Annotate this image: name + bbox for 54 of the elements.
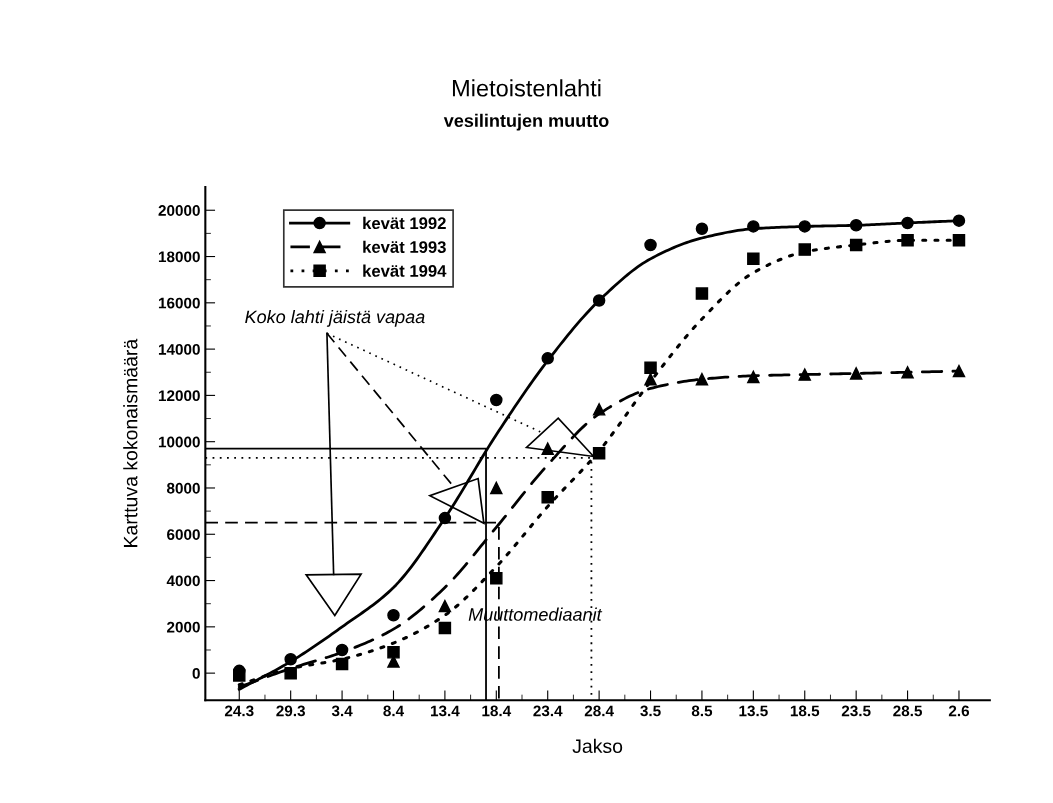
x-tick-label: 29.3 <box>276 705 305 717</box>
point <box>541 490 554 504</box>
y-tick-label: 14000 <box>158 343 200 355</box>
point <box>387 646 400 659</box>
point <box>438 599 452 613</box>
x-tick-label: 8.4 <box>383 705 405 717</box>
legend-label: kevät 1993 <box>363 240 446 253</box>
x-tick-label: 24.3 <box>224 705 254 717</box>
y-tick-label: 6000 <box>167 529 200 540</box>
x-tick-label: 28.4 <box>584 705 614 717</box>
point <box>798 243 812 256</box>
x-tick-label: 13.4 <box>430 705 460 717</box>
annotation: Koko lahti jäistä vapaa <box>245 309 425 327</box>
chart-subtitle: vesilintujen muutto <box>443 113 609 131</box>
point <box>490 481 503 495</box>
y-tick-label: 8000 <box>166 482 200 494</box>
point <box>849 367 863 380</box>
point <box>747 252 760 266</box>
x-tick-label: 8.5 <box>691 705 713 717</box>
chart-title: Mietoistenlahti <box>452 79 601 97</box>
point <box>438 621 452 635</box>
legend-label: kevät 1994 <box>363 264 447 277</box>
point <box>644 361 657 374</box>
point <box>695 287 709 300</box>
point <box>233 669 246 682</box>
y-tick-label: 12000 <box>158 390 200 402</box>
x-tick-label: 28.5 <box>893 705 923 717</box>
point <box>644 238 657 252</box>
x-tick-label: 18.5 <box>790 705 820 717</box>
point <box>541 442 554 455</box>
x-tick-label: 18.4 <box>482 705 512 717</box>
point <box>592 447 606 460</box>
x-tick-label: 2.6 <box>948 705 970 717</box>
x-axis-title: Jakso <box>572 738 623 754</box>
y-tick-label: 0 <box>192 668 200 679</box>
point <box>901 234 914 247</box>
x-tick-label: 23.5 <box>841 705 871 717</box>
y-tick-label: 10000 <box>158 436 200 448</box>
point <box>387 609 400 622</box>
legend-label: kevät 1992 <box>363 216 446 230</box>
x-tick-label: 3.4 <box>331 705 353 717</box>
x-tick-label: 13.5 <box>739 705 768 717</box>
y-axis-title: Karttuva kokonaismäärä <box>123 338 138 547</box>
y-tick-label: 20000 <box>158 205 200 216</box>
point <box>695 372 709 386</box>
y-tick-label: 16000 <box>158 297 200 309</box>
y-tick-label: 4000 <box>166 575 200 587</box>
y-tick-label: 2000 <box>167 621 200 633</box>
y-tick-label: 18000 <box>158 251 200 263</box>
point <box>952 234 966 247</box>
point <box>490 393 503 407</box>
x-tick-label: 23.4 <box>533 705 563 717</box>
point <box>695 222 709 236</box>
x-tick-label: 3.5 <box>640 705 661 717</box>
